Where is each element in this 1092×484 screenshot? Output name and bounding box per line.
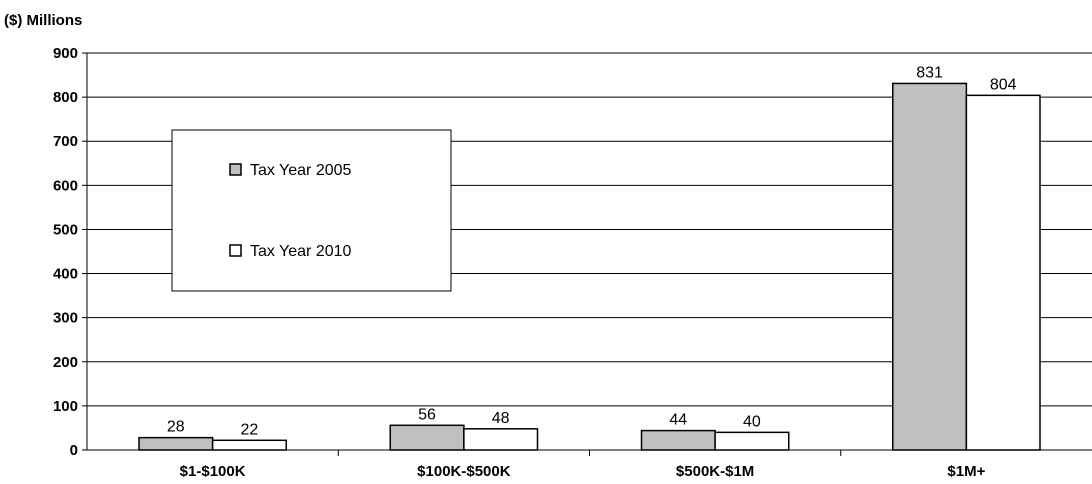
bars <box>138 82 1041 451</box>
data-label: 40 <box>743 413 761 430</box>
bar-tax-year-2005 <box>892 82 968 451</box>
y-tick-label: 600 <box>53 177 78 194</box>
x-category-labels: $1-$100K $100K-$500K $500K-$1M $1M+ <box>180 463 986 480</box>
y-axis-label: ($) Millions <box>4 12 82 29</box>
x-category-label: $100K-$500K <box>417 463 511 480</box>
y-tick-label: 700 <box>53 133 78 150</box>
y-tick-label: 800 <box>53 89 78 106</box>
legend-label-2005: Tax Year 2005 <box>250 162 352 179</box>
data-label: 804 <box>990 76 1017 93</box>
legend-swatch-2005 <box>229 163 242 176</box>
bar-tax-year-2005 <box>640 429 716 451</box>
y-tick-label: 100 <box>53 398 78 415</box>
y-tick-label: 500 <box>53 221 78 238</box>
axes <box>82 52 1092 456</box>
data-label: 22 <box>241 421 259 438</box>
data-labels: 28 22 56 48 44 40 831 804 <box>167 64 1017 438</box>
x-category-label: $1M+ <box>947 463 985 480</box>
data-label: 44 <box>669 412 687 429</box>
data-label: 831 <box>916 64 943 81</box>
legend: Tax Year 2005 Tax Year 2010 <box>171 129 452 292</box>
x-category-label: $1-$100K <box>180 463 246 480</box>
data-label: 28 <box>167 419 185 436</box>
y-tick-label: 400 <box>53 266 78 283</box>
y-tick-label: 0 <box>70 442 78 459</box>
y-tick-label: 900 <box>53 45 78 62</box>
data-label: 56 <box>418 406 436 423</box>
legend-label-2010: Tax Year 2010 <box>250 243 352 260</box>
x-category-label: $500K-$1M <box>676 463 754 480</box>
bar-tax-year-2010 <box>965 94 1041 451</box>
legend-box <box>171 129 452 292</box>
bar-tax-year-2010 <box>211 439 287 451</box>
bar-tax-year-2005 <box>389 424 465 451</box>
y-tick-labels: 0 100 200 300 400 500 600 700 800 900 <box>53 45 78 459</box>
y-tick-label: 300 <box>53 310 78 327</box>
legend-swatch-2010 <box>229 244 242 257</box>
bar-tax-year-2010 <box>463 428 539 451</box>
bar-tax-year-2010 <box>714 431 790 451</box>
bar-tax-year-2005 <box>138 436 214 451</box>
data-label: 48 <box>492 410 510 427</box>
y-tick-label: 200 <box>53 354 78 371</box>
